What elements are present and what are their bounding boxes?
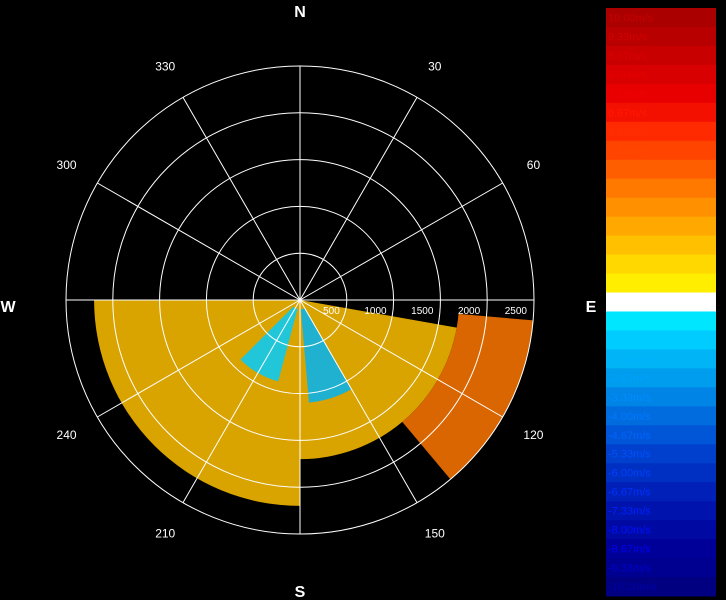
colorbar-label-15: 0.00m/s (608, 297, 648, 309)
velocity-colorbar: 10.00m/s 9.33m/s 8.67m/s 8.00m/s 7.33m/s 6.67… (606, 8, 716, 597)
azimuth-spoke-10 (97, 182, 301, 301)
azimuth-label-240: 240 (57, 428, 77, 442)
colorbar-swatch-20 (606, 387, 716, 407)
colorbar-swatch-21 (606, 406, 716, 426)
colorbar-swatch-9 (606, 178, 716, 199)
colorbar-label-2: 8.67m/s (608, 50, 648, 62)
colorbar-label-26: -7.33m/s (608, 506, 651, 518)
radar-region-2 (300, 308, 352, 403)
colorbar-swatch-14 (606, 273, 716, 294)
azimuth-label-330: 330 (155, 60, 175, 74)
colorbar-swatch-29 (606, 558, 716, 578)
colorbar-label-0: 10.00m/s (608, 12, 654, 24)
azimuth-spoke-7 (182, 299, 301, 503)
azimuth-spoke-1 (299, 97, 418, 301)
colorbar-swatch-22 (606, 425, 716, 445)
azimuth-label-30: 30 (428, 60, 442, 74)
colorbar-label-19: -2.67m/s (608, 373, 651, 385)
colorbar-label-21: -4.00m/s (608, 411, 651, 423)
colorbar-label-3: 8.00m/s (608, 69, 648, 81)
cardinal-north: N (294, 4, 306, 21)
colorbar-label-25: -6.67m/s (608, 487, 651, 499)
colorbar-label-11: 2.67m/s (608, 221, 648, 233)
colorbar-swatch-28 (606, 539, 716, 559)
colorbar-label-23: -5.33m/s (608, 449, 651, 461)
colorbar-label-20: -3.33m/s (608, 392, 651, 404)
colorbar-label-22: -4.67m/s (608, 430, 651, 442)
range-label-1000: 1000 (364, 306, 387, 317)
colorbar-label-16: -0.67m/s (608, 316, 651, 328)
colorbar-label-30: -10.00m/s (608, 582, 657, 594)
colorbar-swatch-13 (606, 254, 716, 275)
azimuth-spoke-2 (299, 182, 503, 301)
azimuth-label-210: 210 (155, 526, 175, 540)
azimuth-label-60: 60 (527, 158, 541, 172)
colorbar-swatch-24 (606, 463, 716, 483)
colorbar-swatch-23 (606, 444, 716, 464)
colorbar-label-8: 4.67m/s (608, 164, 648, 176)
radar-region-3 (240, 306, 298, 382)
colorbar-swatch-27 (606, 520, 716, 540)
polar-labels: N S W E 30 60 120 150 210 240 300 330 500 1000 150… (0, 4, 596, 600)
azimuth-spoke-8 (97, 299, 301, 418)
colorbar-label-24: -6.00m/s (608, 468, 651, 480)
colorbar-swatch-7 (606, 140, 716, 161)
cardinal-west: W (0, 299, 16, 316)
colorbar-label-28: -8.67m/s (608, 544, 651, 556)
colorbar-swatch-16 (606, 311, 716, 331)
colorbar-label-12: 2.00m/s (608, 240, 648, 252)
colorbar-swatch-25 (606, 482, 716, 502)
polar-grid (65, 65, 535, 535)
colorbar-swatch-6 (606, 121, 716, 142)
azimuth-spoke-5 (299, 299, 418, 503)
colorbar-label-7: 5.33m/s (608, 145, 648, 157)
colorbar-label-9: 4.00m/s (608, 183, 648, 195)
colorbar-label-4: 7.33m/s (608, 88, 648, 100)
colorbar-swatch-19 (606, 368, 716, 388)
colorbar-swatch-2 (606, 45, 716, 66)
cardinal-south: S (295, 584, 306, 600)
colorbar-swatch-10 (606, 197, 716, 218)
colorbar-label-10: 3.33m/s (608, 202, 648, 214)
colorbar-label-29: -9.33m/s (608, 563, 651, 575)
colorbar-label-17: -1.33m/s (608, 335, 651, 347)
colorbar-swatch-30 (606, 577, 716, 597)
colorbar-label-6: 6.00m/s (608, 126, 648, 138)
colorbar-swatch-17 (606, 330, 716, 350)
colorbar-label-13: 1.33m/s (608, 259, 648, 271)
azimuth-spoke-4 (299, 299, 503, 418)
range-label-500: 500 (323, 306, 340, 317)
colorbar-swatch-18 (606, 349, 716, 369)
colorbar-swatch-12 (606, 235, 716, 256)
colorbar-label-1: 9.33m/s (608, 31, 648, 43)
colorbar-label-18: -2.00m/s (608, 354, 651, 366)
azimuth-label-150: 150 (425, 526, 445, 540)
colorbar-label-5: 6.67m/s (608, 107, 648, 119)
colorbar-swatch-3 (606, 64, 716, 85)
radar-data-layer (94, 300, 534, 506)
azimuth-spoke-11 (182, 97, 301, 301)
colorbar-swatch-11 (606, 216, 716, 237)
colorbar-swatch-0 (606, 8, 716, 28)
colorbar-swatch-4 (606, 83, 716, 104)
colorbar-swatch-5 (606, 102, 716, 123)
range-label-2000: 2000 (458, 306, 481, 317)
colorbar-label-14: 0.67m/s (608, 278, 648, 290)
radar-plot: N S W E 30 60 120 150 210 240 300 330 500 1000 150… (0, 4, 596, 600)
range-label-1500: 1500 (411, 306, 434, 317)
azimuth-label-300: 300 (57, 158, 77, 172)
colorbar-swatch-1 (606, 26, 716, 47)
radar-region-1 (300, 300, 457, 460)
cardinal-east: E (586, 299, 597, 316)
azimuth-label-120: 120 (523, 428, 543, 442)
colorbar-swatch-8 (606, 159, 716, 180)
colorbar-swatch-26 (606, 501, 716, 521)
colorbar-label-27: -8.00m/s (608, 525, 651, 537)
colorbar-swatch-15 (606, 292, 716, 312)
range-label-2500: 2500 (505, 306, 528, 317)
